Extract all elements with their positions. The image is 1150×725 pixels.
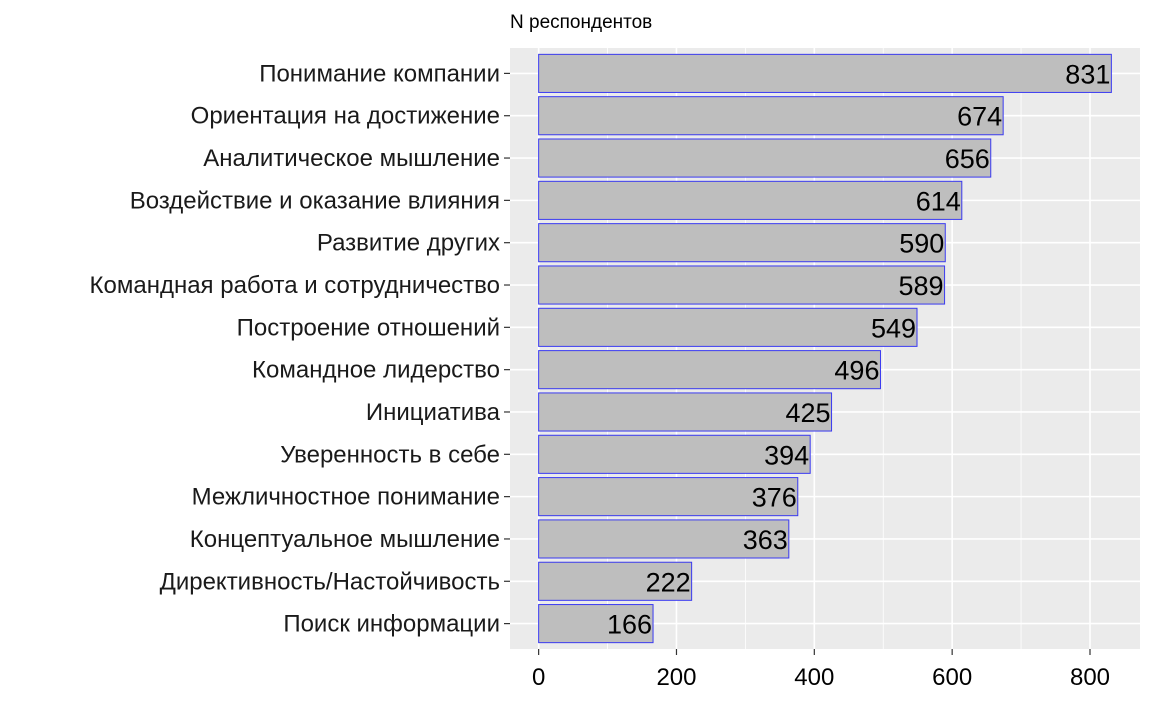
x-tick-label: 800: [1070, 664, 1110, 691]
chart-title: N респондентов: [510, 12, 652, 33]
data-label: 656: [945, 144, 990, 174]
data-label: 496: [834, 356, 879, 386]
data-label: 831: [1065, 59, 1110, 89]
y-tick-label: Инициатива: [366, 399, 501, 426]
data-label: 589: [899, 271, 944, 301]
data-label: 363: [743, 525, 788, 555]
x-tick-label: 200: [656, 664, 696, 691]
data-label: 166: [607, 610, 652, 640]
bar: [538, 519, 790, 559]
x-tick-label: 600: [932, 664, 972, 691]
data-label: 614: [916, 186, 961, 216]
bar: [538, 180, 963, 220]
y-tick-label: Межличностное понимание: [192, 484, 500, 511]
y-tick-label: Поиск информации: [283, 611, 500, 638]
y-tick-label: Воздействие и оказание влияния: [130, 187, 500, 214]
y-tick-label: Развитие других: [317, 230, 500, 257]
data-label: 590: [899, 229, 944, 259]
bar: [538, 223, 946, 263]
data-label: 394: [764, 440, 809, 470]
bar: [538, 265, 946, 305]
x-tick-label: 400: [794, 664, 834, 691]
data-label: 376: [752, 483, 797, 513]
bar: [538, 53, 1112, 93]
y-tick-label: Построение отношений: [237, 314, 500, 341]
data-label: 222: [646, 567, 691, 597]
bar: [538, 138, 992, 178]
bar: [538, 561, 693, 601]
bar: [538, 477, 799, 517]
y-tick-label: Ориентация на достижение: [191, 103, 500, 130]
y-tick-label: Концептуальное мышление: [190, 526, 500, 553]
bar: [538, 96, 1004, 136]
data-label: 674: [957, 102, 1002, 132]
y-tick-label: Командное лидерство: [252, 357, 500, 384]
data-label: 425: [785, 398, 830, 428]
data-label: 549: [871, 313, 916, 343]
y-tick-label: Командная работа и сотрудничество: [90, 272, 500, 299]
bar: [538, 307, 918, 347]
bar: [538, 434, 811, 474]
y-tick-label: Уверенность в себе: [280, 441, 500, 468]
bar: [538, 392, 833, 432]
y-tick-label: Понимание компании: [259, 60, 500, 87]
x-tick-label: 0: [532, 664, 545, 691]
y-tick-label: Директивность/Настойчивость: [160, 568, 500, 595]
bar: [538, 350, 881, 390]
y-tick-label: Аналитическое мышление: [203, 145, 500, 172]
bar: [538, 604, 654, 644]
plot-panel: [510, 48, 1140, 649]
